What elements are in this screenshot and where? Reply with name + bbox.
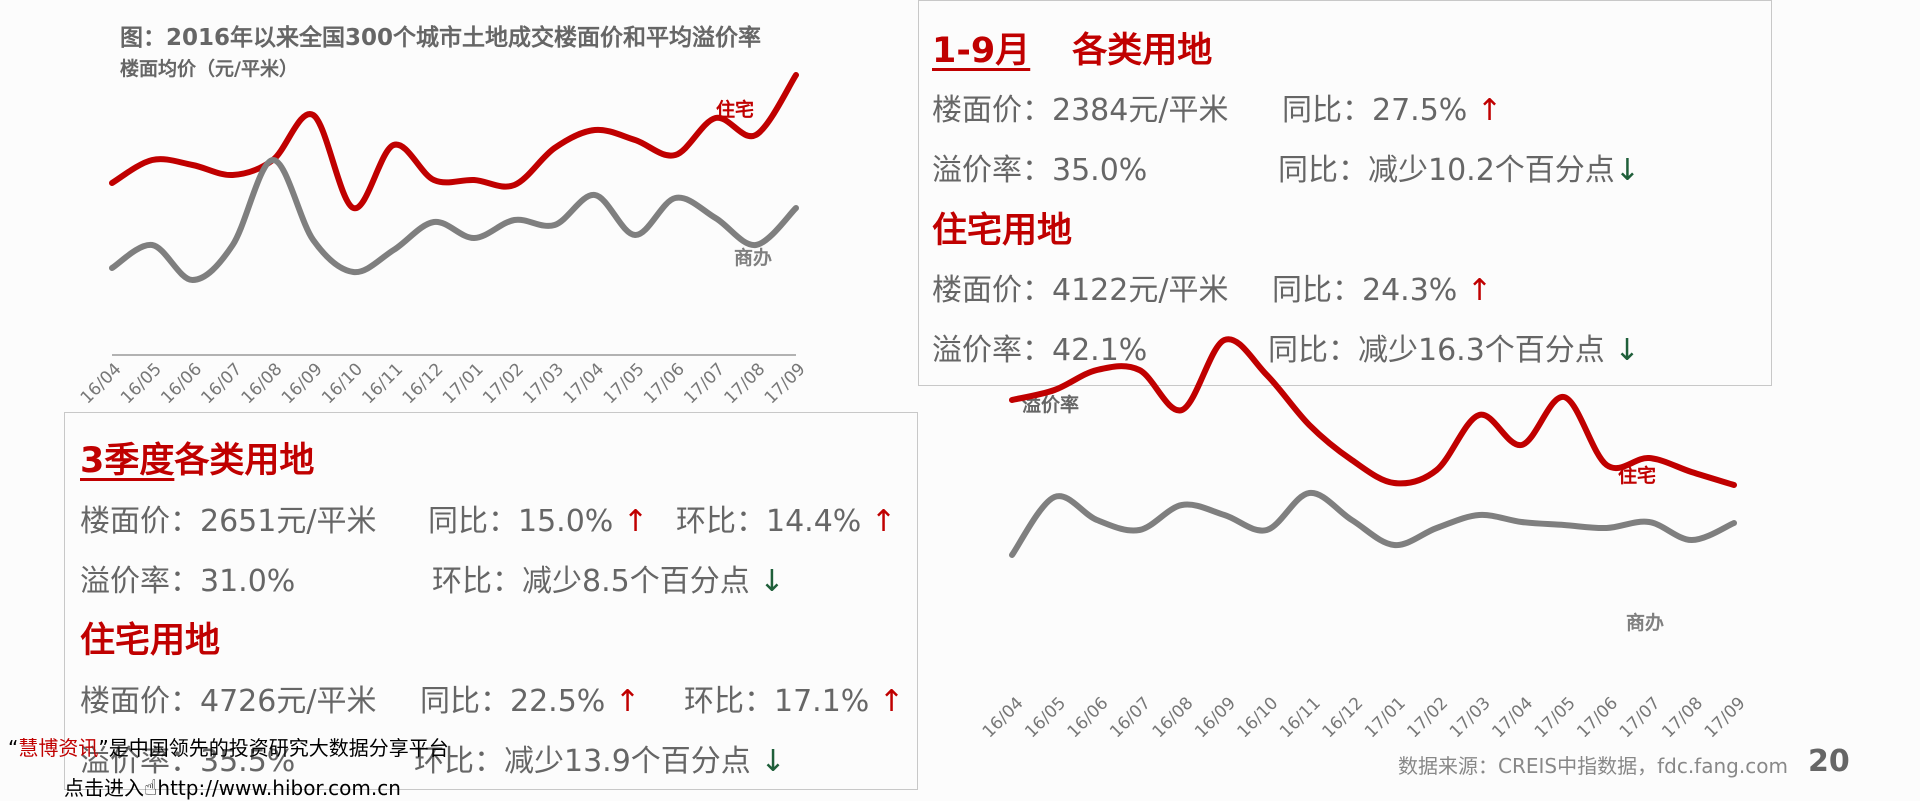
- ytd-res-premium-yoy-value: 同比：减少16.3个百分点: [1268, 333, 1605, 368]
- q3-res-premium: 溢价率：35.5%: [80, 744, 296, 779]
- page-number: 20: [1808, 744, 1850, 779]
- q3-res-price-yoy-value: 同比：22.5%: [420, 684, 606, 719]
- chart2-x-tick-label: 17/03: [1446, 693, 1495, 742]
- ytd-header-type: 各类用地: [1072, 31, 1213, 71]
- chart2-x-tick-label: 16/05: [1021, 693, 1070, 742]
- q3-header: 3季度各类用地: [80, 432, 314, 483]
- watermark-line1: “慧博资讯”是中国领先的投资研究大数据分享平台: [8, 732, 449, 761]
- arrow-up-icon: ↑: [1466, 273, 1492, 308]
- chart1-series-residential-line: [109, 72, 799, 211]
- q3-premium-mom: 环比：减少8.5个百分点 ↓: [432, 556, 784, 600]
- watermark-text: ”是中国领先的投资研究大数据分享平台: [98, 736, 449, 760]
- ytd-price-yoy: 同比：27.5% ↑: [1282, 85, 1502, 129]
- q3-price-yoy-value: 同比：15.0%: [428, 504, 614, 539]
- chart2-series-residential-line: [1009, 336, 1737, 488]
- q3-res-price: 楼面价：4726元/平米: [80, 684, 377, 719]
- chart2-x-tick-label: 16/08: [1149, 693, 1198, 742]
- chart2-x-tick-label: 17/09: [1701, 693, 1750, 742]
- chart2-x-tick-label: 16/12: [1319, 693, 1368, 742]
- arrow-down-icon: ↓: [759, 564, 785, 599]
- arrow-up-icon: ↑: [622, 504, 648, 539]
- ytd-res-premium-yoy: 同比：减少16.3个百分点 ↓: [1268, 325, 1639, 369]
- ytd-header: 1-9月 各类用地: [932, 22, 1212, 73]
- chart2-series-label: 住宅: [1618, 464, 1656, 487]
- ytd-res-price-yoy: 同比：24.3% ↑: [1272, 265, 1492, 309]
- chart1-series-label: 商办: [734, 246, 772, 269]
- chart1-title: 图：2016年以来全国300个城市土地成交楼面价和平均溢价率: [120, 25, 762, 51]
- ytd-res-price: 楼面价：4122元/平米: [932, 273, 1229, 308]
- q3-res-premium-mom-value: 环比：减少13.9个百分点: [414, 744, 751, 779]
- q3-residential-header: 住宅用地: [80, 621, 221, 661]
- chart2-x-tick-label: 16/11: [1276, 693, 1325, 742]
- watermark-quote: “: [8, 736, 19, 760]
- chart2-x-tick-label: 17/04: [1488, 693, 1537, 742]
- watermark-enter: 点击进入: [64, 776, 144, 800]
- chart2-x-tick-label: 16/06: [1064, 693, 1113, 742]
- chart2-x-tick-label: 17/08: [1658, 693, 1707, 742]
- chart2-x-tick-label: 17/06: [1573, 693, 1622, 742]
- watermark-brand: 慧博资讯: [18, 736, 99, 760]
- ytd-premium-yoy-value: 同比：减少10.2个百分点: [1278, 153, 1615, 188]
- q3-price-mom-value: 环比：14.4%: [676, 504, 862, 539]
- chart2-x-tick-label: 16/09: [1191, 693, 1240, 742]
- arrow-down-icon: ↓: [760, 744, 786, 779]
- q3-premium: 溢价率：31.0%: [80, 564, 296, 599]
- chart2-x-tick-label: 17/05: [1531, 693, 1580, 742]
- q3-premium-mom-value: 环比：减少8.5个百分点: [432, 564, 750, 599]
- chart2-x-tick-label: 16/10: [1234, 693, 1283, 742]
- chart2-x-tick-label: 17/01: [1361, 693, 1410, 742]
- q3-res-price-mom-value: 环比：17.1%: [684, 684, 870, 719]
- chart2-series-commercial-line: [1009, 490, 1737, 558]
- data-source: 数据来源：CREIS中指数据，fdc.fang.com: [1398, 754, 1788, 778]
- chart2-x-tick-label: 17/02: [1403, 693, 1452, 742]
- summary-box-q3: [64, 412, 918, 790]
- ytd-premium-yoy: 同比：减少10.2个百分点↓: [1278, 145, 1640, 189]
- q3-price-yoy: 同比：15.0% ↑: [428, 496, 648, 540]
- q3-res-premium-mom: 环比：减少13.9个百分点 ↓: [414, 736, 785, 780]
- hand-cursor-icon: ☝: [144, 776, 158, 801]
- chart2-ylabel: 溢价率: [1022, 394, 1080, 416]
- q3-res-price-mom: 环比：17.1% ↑: [684, 676, 904, 720]
- ytd-res-price-yoy-value: 同比：24.3%: [1272, 273, 1458, 308]
- q3-res-price-yoy: 同比：22.5% ↑: [420, 676, 640, 720]
- q3-price: 楼面价：2651元/平米: [80, 504, 377, 539]
- ytd-price-yoy-value: 同比：27.5%: [1282, 93, 1468, 128]
- summary-box-ytd: [918, 0, 1772, 386]
- chart1-ylabel: 楼面均价（元/平米）: [120, 58, 298, 80]
- arrow-up-icon: ↑: [878, 684, 904, 719]
- chart1-svg: 住宅商办16/0416/0516/0616/0716/0816/0916/101…: [77, 72, 810, 408]
- arrow-down-icon: ↓: [1614, 153, 1640, 188]
- ytd-res-premium: 溢价率：42.1%: [932, 333, 1148, 368]
- arrow-down-icon: ↓: [1614, 333, 1640, 368]
- arrow-up-icon: ↑: [870, 504, 896, 539]
- q3-price-mom: 环比：14.4% ↑: [676, 496, 896, 540]
- arrow-up-icon: ↑: [1476, 93, 1502, 128]
- ytd-premium: 溢价率：35.0%: [932, 153, 1148, 188]
- chart2-x-tick-label: 17/07: [1616, 693, 1665, 742]
- ytd-header-period: 1-9月: [932, 31, 1031, 71]
- watermark-link[interactable]: http://www.hibor.com.cn: [157, 776, 401, 800]
- q3-header-period: 3季度: [80, 441, 175, 481]
- chart2-x-tick-label: 16/07: [1106, 693, 1155, 742]
- q3-header-type: 各类用地: [174, 441, 315, 481]
- ytd-price: 楼面价：2384元/平米: [932, 93, 1229, 128]
- chart2-series-label: 商办: [1626, 611, 1664, 634]
- ytd-residential-header: 住宅用地: [932, 211, 1073, 251]
- chart1-series-label: 住宅: [716, 98, 754, 121]
- chart2-x-tick-label: 16/04: [979, 693, 1028, 742]
- arrow-up-icon: ↑: [614, 684, 640, 719]
- watermark-line2: 点击进入☝http://www.hibor.com.cn: [64, 772, 401, 801]
- chart1-series-commercial-line: [109, 157, 799, 283]
